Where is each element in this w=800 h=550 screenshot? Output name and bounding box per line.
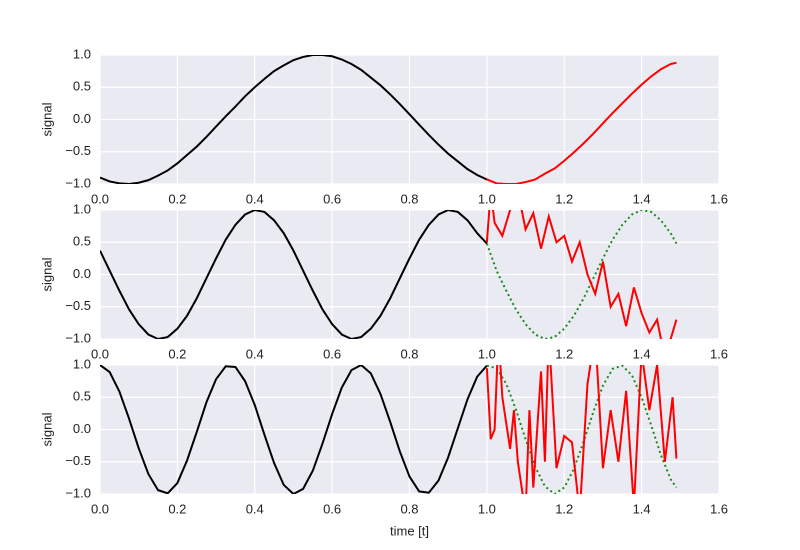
y-axis-label: signal (39, 102, 54, 136)
y-tick-label: 0.5 (73, 389, 91, 404)
x-tick-label: 0.8 (400, 191, 418, 206)
x-tick-label: 0.8 (400, 346, 418, 361)
x-tick-label: 1.6 (710, 346, 728, 361)
x-tick-label: 0.6 (323, 346, 341, 361)
x-tick-label: 0.2 (168, 501, 186, 516)
y-tick-label: 1.0 (73, 356, 91, 371)
y-tick-label: −0.5 (65, 143, 91, 158)
x-tick-label: 0.6 (323, 501, 341, 516)
y-tick-label: 0.0 (73, 111, 91, 126)
x-tick-label: 0.0 (91, 346, 109, 361)
y-tick-label: 1.0 (73, 46, 91, 61)
x-tick-label: 1.2 (555, 346, 573, 361)
x-tick-label: 1.0 (478, 191, 496, 206)
y-axis-label: signal (39, 257, 54, 291)
data-line (100, 365, 488, 494)
y-tick-label: −0.5 (65, 453, 91, 468)
x-tick-label: 1.0 (478, 501, 496, 516)
data-line (100, 210, 488, 339)
data-line (485, 210, 678, 339)
x-tick-label: 1.4 (633, 346, 651, 361)
y-tick-label: 0.0 (73, 421, 91, 436)
x-tick-label: 1.4 (633, 501, 651, 516)
y-tick-label: 0.0 (73, 266, 91, 281)
x-tick-label: 0.8 (400, 501, 418, 516)
x-tick-label: 1.0 (478, 346, 496, 361)
y-tick-label: −0.5 (65, 298, 91, 313)
y-tick-label: −1.0 (65, 330, 91, 345)
y-tick-label: 0.5 (73, 234, 91, 249)
y-tick-label: 0.5 (73, 79, 91, 94)
x-tick-label: 0.4 (246, 501, 264, 516)
y-tick-label: −1.0 (65, 175, 91, 190)
x-tick-label: 0.6 (323, 191, 341, 206)
x-tick-label: 0.2 (168, 191, 186, 206)
x-tick-label: 0.4 (246, 346, 264, 361)
x-tick-label: 1.4 (633, 191, 651, 206)
data-line (486, 61, 677, 184)
x-tick-label: 0.2 (168, 346, 186, 361)
x-tick-label: 0.0 (91, 501, 109, 516)
x-tick-label: 1.2 (555, 501, 573, 516)
x-tick-label: 0.0 (91, 191, 109, 206)
y-tick-label: −1.0 (65, 485, 91, 500)
x-tick-label: 1.2 (555, 191, 573, 206)
data-line (100, 55, 488, 184)
y-axis-label: signal (39, 412, 54, 446)
x-tick-label: 0.4 (246, 191, 264, 206)
x-tick-label: 1.6 (710, 501, 728, 516)
x-tick-label: 1.6 (710, 191, 728, 206)
x-axis-label: time [t] (390, 523, 429, 538)
data-line (485, 365, 678, 494)
y-tick-label: 1.0 (73, 201, 91, 216)
